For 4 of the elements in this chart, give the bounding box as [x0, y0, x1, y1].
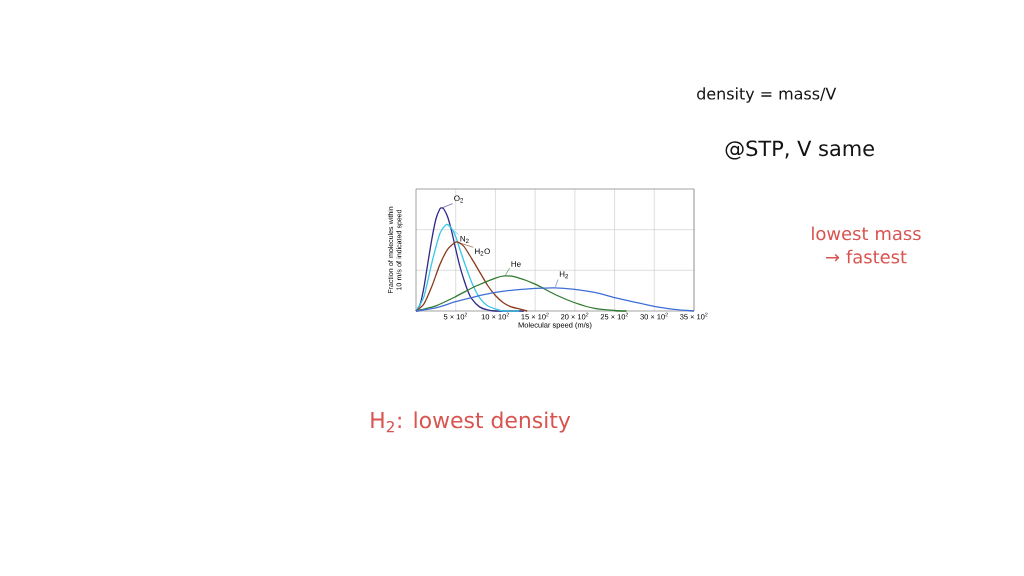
text: H$_{2}$: lowest density [371, 411, 571, 433]
text: lowest mass → fastest [812, 226, 921, 264]
text: density = mass/V [697, 87, 837, 103]
text: @STP, V same [725, 140, 874, 160]
